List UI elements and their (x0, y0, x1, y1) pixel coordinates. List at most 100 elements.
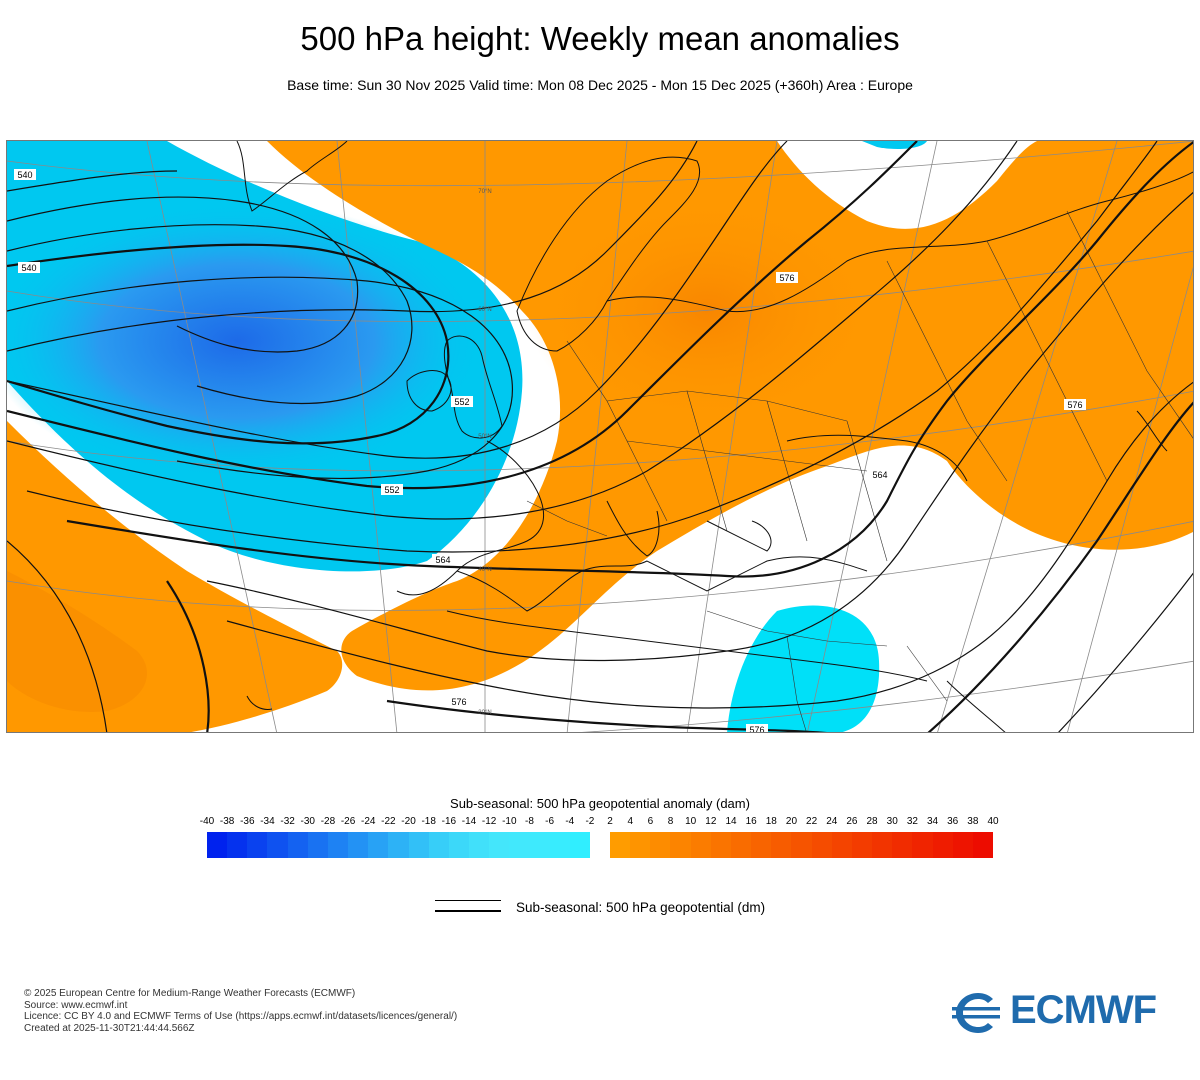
colorbar-tick-label: -32 (280, 816, 295, 827)
svg-text:540: 540 (21, 263, 36, 273)
latitude-label: 50°N (478, 434, 491, 440)
colorbar-tick-label: -16 (441, 816, 457, 827)
colorbar-tick-label: -18 (421, 816, 436, 827)
colorbar-swatch-positive (892, 832, 913, 858)
colorbar-tick-label: 2 (607, 816, 613, 827)
colorbar-swatch-positive (751, 832, 772, 858)
colorbar-swatch-negative (327, 832, 349, 858)
positive-anomaly-atlantic-core (7, 571, 147, 712)
svg-text:564: 564 (435, 555, 450, 565)
chart-title: 500 hPa height: Weekly mean anomalies (300, 20, 900, 57)
colorbar-swatch-positive (670, 832, 691, 858)
colorbar-swatch-negative (569, 832, 590, 858)
colorbar-tick-label: 28 (866, 816, 878, 827)
colorbar-tick-label: -38 (219, 816, 235, 827)
colorbar-tick-label: -8 (525, 816, 534, 827)
colorbar-swatch-positive (610, 832, 631, 858)
contour-label: 564 (432, 554, 454, 565)
colorbar-tick-label: 40 (987, 816, 999, 827)
colorbar-swatch-positive (630, 832, 651, 858)
colorbar-tick-label: -22 (381, 816, 396, 827)
colorbar-tick-label: 6 (647, 816, 654, 827)
geopotential-contours (7, 141, 1193, 732)
colorbar-tick-label: 10 (685, 816, 697, 827)
contour-label: 540 (18, 262, 40, 273)
colorbar-tick-label: 38 (967, 816, 979, 827)
colorbar-swatch-positive (952, 832, 973, 858)
colorbar-swatch-negative (267, 832, 288, 858)
colorbar-tick-label: -30 (300, 816, 315, 827)
colorbar-swatch-negative (287, 832, 308, 858)
footer-licence: Licence: CC BY 4.0 and ECMWF Terms of Us… (24, 1011, 458, 1022)
svg-text:576: 576 (749, 725, 764, 733)
colorbar-swatch-negative (307, 832, 328, 858)
contour-label: 576 (448, 696, 470, 707)
colorbar-swatch-negative (469, 832, 490, 858)
colorbar-swatch-negative (509, 832, 530, 858)
latitude-labels: 70°N 60°N 50°N 40°N 30°N (478, 189, 491, 716)
colorbar-swatch-positive (710, 832, 731, 858)
colorbar-tick-label: 18 (765, 816, 777, 827)
colorbar-tick-label: -4 (565, 816, 575, 827)
colorbar-tick-label: 14 (725, 816, 737, 827)
colorbar-tick-label: 24 (826, 816, 838, 827)
coastlines (236, 141, 1193, 732)
colorbar-swatch-negative (227, 832, 248, 858)
colorbar-tick-label: -6 (545, 816, 555, 827)
contour-label: 552 (451, 396, 473, 407)
colorbar-swatch-negative (388, 832, 409, 858)
colorbar-tick-label: 16 (745, 816, 757, 827)
colorbar-swatch-positive (650, 832, 671, 858)
contour-label: 552 (381, 484, 403, 495)
colorbar-swatch-positive (791, 832, 812, 858)
svg-text:576: 576 (451, 697, 466, 707)
colorbar-tick-label: 12 (705, 816, 717, 827)
contour-label: 564 (869, 469, 891, 480)
colorbar-swatch-positive (811, 832, 832, 858)
colorbar-swatch-positive (851, 832, 873, 858)
colorbar-tick-label: -2 (585, 816, 595, 827)
latitude-label: 60°N (478, 307, 491, 313)
colorbar-swatch-negative (428, 832, 449, 858)
colorbar-swatch-positive (932, 832, 953, 858)
chart-subtitle: Base time: Sun 30 Nov 2025 Valid time: M… (287, 77, 913, 93)
latitude-label: 70°N (478, 189, 491, 195)
colorbar-tick-label: 8 (667, 816, 674, 827)
contour-label: 576 (776, 272, 798, 283)
colorbar-tick-label: -26 (340, 816, 356, 827)
ecmwf-logo: ECMWF (952, 988, 1178, 1036)
footer-source: Source: www.ecmwf.int (24, 999, 128, 1011)
footer-created: Created at 2025-11-30T21:44:44.566Z (24, 1022, 195, 1034)
colorbar-swatch-positive (690, 832, 711, 858)
contour-label: 540 (14, 169, 36, 180)
colorbar-title: Sub-seasonal: 500 hPa geopotential anoma… (450, 796, 750, 811)
colorbar-tick-label: 26 (846, 816, 858, 827)
colorbar-swatch-negative (348, 832, 369, 858)
svg-text:564: 564 (872, 470, 887, 480)
colorbar-swatch-negative (549, 832, 570, 858)
colorbar-tick-label: -12 (481, 816, 497, 827)
colorbar-tick-label: -36 (240, 816, 255, 827)
svg-text:552: 552 (454, 397, 469, 407)
contour-labels: 540 552 564 576 552 576 564 576 576 540 (14, 169, 1086, 733)
colorbar-positive (610, 832, 993, 858)
contour-label: 576 (1064, 399, 1086, 410)
borders (526, 210, 1193, 732)
ecmwf-logo-text: ECMWF (1010, 988, 1157, 1032)
colorbar-tick-label: -40 (199, 816, 215, 827)
svg-text:576: 576 (1067, 400, 1082, 410)
colorbar-tick-label: 20 (785, 816, 798, 827)
colorbar-swatch-negative (489, 832, 510, 858)
negative-anomaly-core (7, 201, 487, 481)
colorbar-swatch-positive (730, 832, 752, 858)
anomaly-map: 540 552 564 576 552 576 564 576 576 540 70°N 60°N 5… (6, 140, 1194, 733)
ecmwf-logo-icon (952, 993, 1000, 1033)
contour-legend-lines (435, 900, 503, 916)
colorbar-swatch-positive (872, 832, 893, 858)
latitude-label: 30°N (478, 710, 491, 716)
colorbar-tick-label: -20 (401, 816, 416, 827)
colorbar-tick-label: 36 (947, 816, 959, 827)
colorbar-tick-label: -28 (320, 816, 336, 827)
positive-anomaly-core (527, 191, 887, 431)
